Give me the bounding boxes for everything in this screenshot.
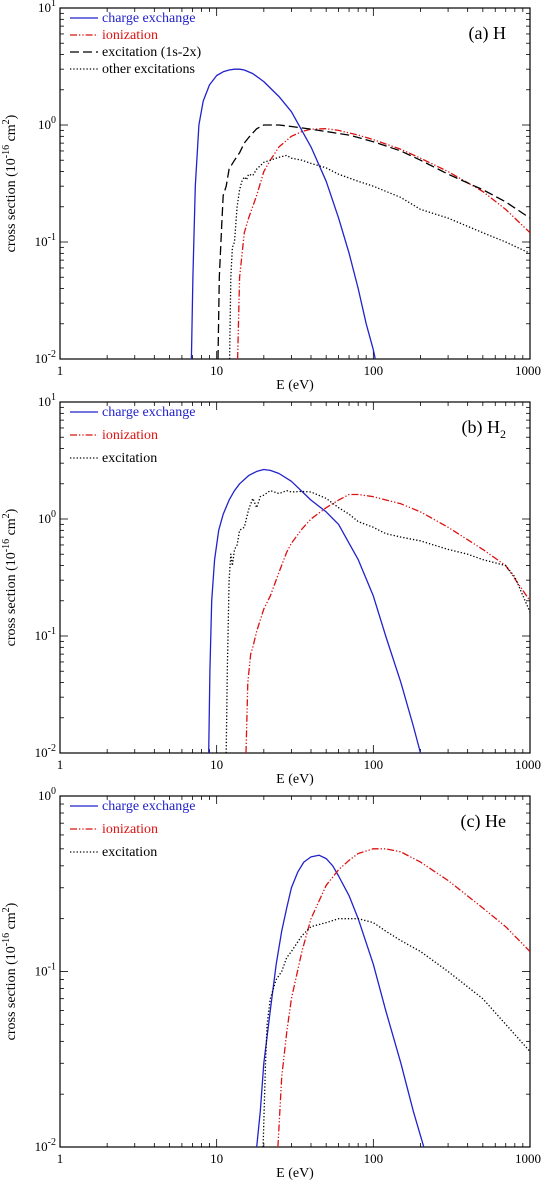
y-tick-label: 10-1 <box>35 232 56 249</box>
series-line-charge-exchange <box>208 468 422 753</box>
plot-frame <box>59 7 531 360</box>
series-line-ionization <box>245 493 530 753</box>
series-line-other-excitations <box>228 154 530 359</box>
panel-c-helium: 1 10 100 1000 10-2 10-1 100 E (eV) cross section… <box>1 786 541 1181</box>
x-tick-label: 10 <box>210 1151 223 1166</box>
series-line-excitation <box>225 489 530 753</box>
y-tick-label: 101 <box>38 0 56 15</box>
legend-entry: charge exchange <box>102 799 195 814</box>
y-tick-label: 100 <box>38 786 56 803</box>
legend-entry: excitation <box>102 451 157 466</box>
y-axis-label: cross section (10-16 cm2) <box>1 508 19 646</box>
x-tick-label: 1 <box>57 757 64 772</box>
y-tick-label: 101 <box>38 392 56 409</box>
panel-b-molecular-hydrogen: 1 10 100 1000 10-2 10-1 100 101 E (eV) cross sect… <box>1 392 541 787</box>
legend-entry: charge exchange <box>102 11 195 26</box>
series-line-charge-exchange <box>190 68 376 359</box>
panel-label: (c) He <box>461 811 506 832</box>
series-line-ionization <box>236 128 530 359</box>
y-tick-label: 10-2 <box>35 743 56 760</box>
plot-frame <box>59 401 531 754</box>
series-line-excitation <box>262 918 530 1147</box>
legend-entry: ionization <box>102 822 158 837</box>
y-axis-label: cross section (10-16 cm2) <box>1 902 19 1040</box>
series-line-ionization <box>277 848 530 1147</box>
x-axis-label: E (eV) <box>276 772 314 787</box>
legend-entry: excitation (1s-2x) <box>102 45 201 60</box>
x-tick-label: 100 <box>364 363 384 378</box>
y-tick-label: 10-2 <box>35 1137 56 1154</box>
legend-entry: charge exchange <box>102 405 195 420</box>
x-tick-label: 1000 <box>515 757 541 772</box>
legend-entry: ionization <box>102 28 158 43</box>
y-tick-label: 100 <box>38 115 56 132</box>
legend-entry: ionization <box>102 428 158 443</box>
y-axis-label: cross section (10-16 cm2) <box>1 114 19 252</box>
x-tick-label: 1000 <box>515 363 541 378</box>
y-tick-label: 10-2 <box>35 349 56 366</box>
legend-entry: other excitations <box>102 62 195 77</box>
series-line-excitation-1s-2x- <box>217 124 530 359</box>
x-tick-label: 100 <box>364 757 384 772</box>
y-tick-label: 10-1 <box>35 626 56 643</box>
x-tick-label: 1000 <box>515 1151 541 1166</box>
panel-label: (b) H2 <box>462 417 507 441</box>
y-tick-label: 100 <box>38 509 56 526</box>
panel-a-hydrogen: 1 10 100 1000 10-2 10-1 100 101 E (eV) cross sect… <box>1 0 541 393</box>
legend-entry: excitation <box>102 845 157 860</box>
x-axis-label: E (eV) <box>276 378 314 393</box>
x-tick-label: 1 <box>57 1151 64 1166</box>
y-tick-label: 10-1 <box>35 962 56 979</box>
x-tick-label: 10 <box>210 363 223 378</box>
x-axis-label: E (eV) <box>276 1166 314 1181</box>
panel-label: (a) H <box>469 23 506 44</box>
x-tick-label: 10 <box>210 757 223 772</box>
series-line-charge-exchange <box>256 854 425 1147</box>
x-tick-label: 100 <box>364 1151 384 1166</box>
x-tick-label: 1 <box>57 363 64 378</box>
